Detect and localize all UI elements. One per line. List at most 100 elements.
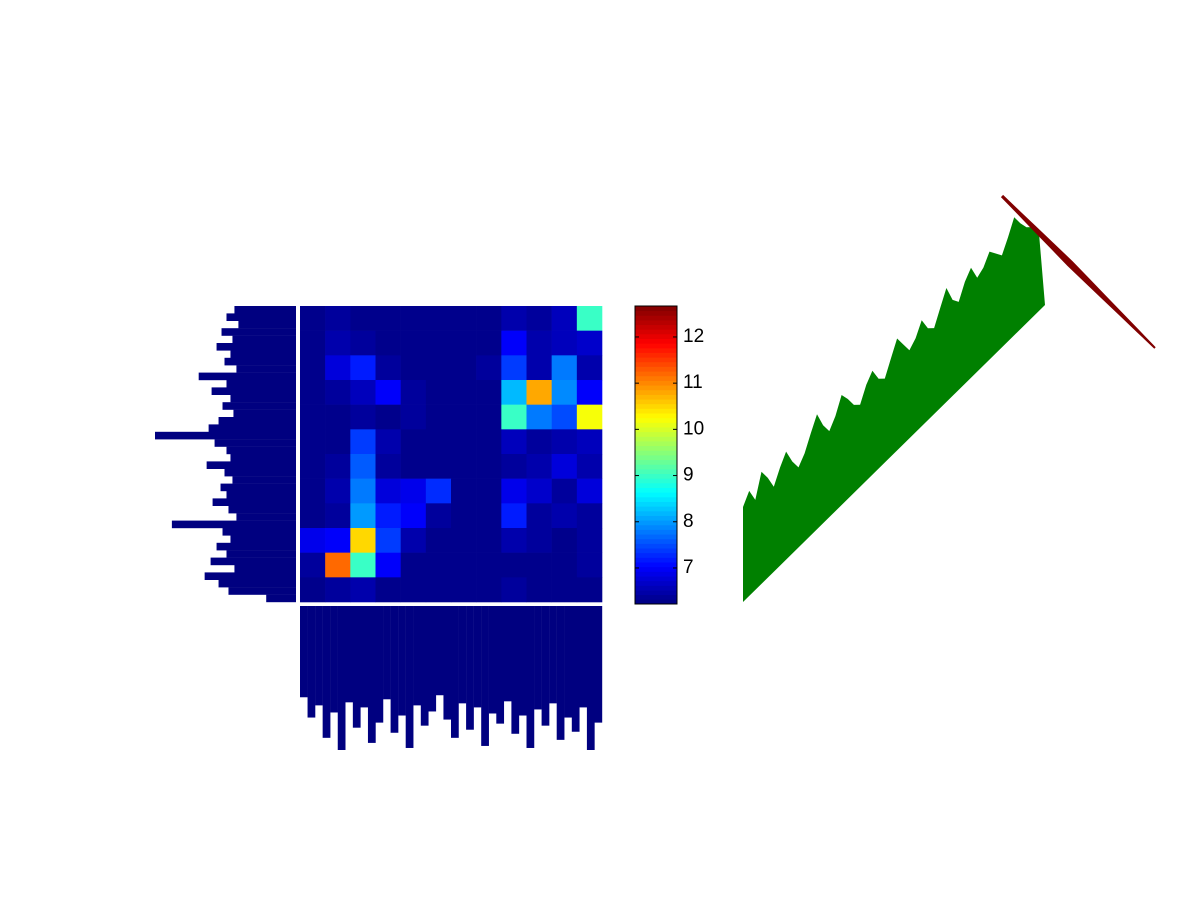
heatmap-cell [526, 478, 552, 504]
colorbar-swatch [635, 306, 677, 312]
colorbar-swatch [635, 534, 677, 540]
column-profile-bar [541, 606, 550, 726]
column-profile-bar [488, 606, 497, 714]
heatmap-cell [476, 429, 502, 455]
colorbar-swatch [635, 566, 677, 572]
heatmap-cell [325, 528, 351, 553]
heatmap-cell [400, 380, 427, 405]
heatmap-cell [375, 404, 401, 430]
colorbar-swatch [635, 515, 677, 521]
heatmap-cell [350, 503, 376, 529]
row-profile-bar [224, 468, 296, 477]
heatmap-cell [425, 429, 452, 455]
heatmap-cell [375, 478, 401, 504]
heatmap-cell [501, 355, 527, 381]
heatmap-cell [576, 478, 603, 504]
colorbar-swatch [635, 468, 677, 475]
column-profile-bar [405, 606, 414, 748]
colorbar-swatch [635, 366, 677, 372]
colorbar-tick-label: 7 [683, 557, 694, 578]
column-profile-bar [503, 606, 512, 702]
column-profile-bar [330, 606, 338, 713]
heatmap-cell [501, 404, 527, 430]
column-profile-bar [473, 606, 482, 708]
colorbar-swatch [635, 459, 677, 465]
row-profile-bar [198, 372, 296, 381]
row-profile-bar [220, 483, 296, 492]
column-profile-bar [586, 606, 595, 750]
colorbar-swatch [635, 436, 677, 442]
column-profile-bar [594, 606, 603, 723]
heatmap-cell [451, 454, 477, 479]
colorbar-swatch [635, 380, 677, 386]
row-profile-bar [230, 454, 296, 462]
colorbar-swatch [635, 482, 677, 488]
colorbar-swatch [635, 445, 677, 451]
heatmap-cell [425, 330, 452, 356]
colorbar-swatch [635, 520, 677, 526]
heatmap-cell [325, 404, 351, 430]
heatmap-cell [526, 330, 552, 356]
colorbar-swatch [635, 357, 677, 363]
heatmap-cell [425, 306, 452, 331]
colorbar-swatch [635, 557, 677, 563]
column-profile-bar [300, 606, 308, 698]
colorbar-swatch [635, 417, 677, 423]
colorbar-swatch [635, 464, 677, 470]
row-profile-bar [236, 513, 296, 521]
colorbar-swatch [635, 585, 677, 591]
heatmap-cell [451, 429, 477, 455]
heatmap-cell [375, 330, 401, 356]
heatmap-cell [375, 380, 401, 405]
heatmap-cell [400, 330, 427, 356]
heatmap-cell [375, 577, 401, 603]
row-profile-bar [212, 498, 296, 506]
heatmap-cell [350, 478, 376, 504]
heatmap-cell [300, 380, 326, 405]
colorbar-swatch [635, 310, 677, 316]
colorbar-tick-label: 12 [683, 326, 704, 347]
column-profile-bar [307, 606, 316, 718]
column-profile-bar [451, 606, 459, 738]
heatmap-cell [325, 429, 351, 455]
heatmap-cell [526, 528, 552, 553]
colorbar-swatch [635, 580, 677, 586]
colorbar-swatch [635, 455, 677, 461]
heatmap-cell [300, 306, 326, 331]
heatmap-cell [350, 330, 376, 356]
heatmap-cell [476, 552, 502, 578]
heatmap-cell [501, 528, 527, 553]
heatmap-cell [551, 404, 578, 430]
colorbar-swatch [635, 403, 677, 409]
heatmap-cell [526, 429, 552, 455]
colorbar-swatch [635, 450, 677, 456]
heatmap-cell [375, 528, 401, 553]
column-profile-bar [481, 606, 489, 746]
heatmap-cell [451, 330, 477, 356]
colorbar-swatch [635, 352, 677, 358]
row-profile-bar [228, 587, 296, 595]
colorbar-swatch [635, 599, 677, 605]
heatmap-cell [576, 577, 603, 603]
heatmap-cell [476, 528, 502, 553]
colorbar-swatch [635, 385, 677, 391]
heatmap-cell [325, 330, 351, 356]
heatmap-cell [400, 429, 427, 455]
colorbar-swatch [635, 478, 677, 484]
row-profile-bar [208, 424, 296, 432]
row-profile-bar [211, 387, 296, 395]
row-profile-bar [230, 350, 296, 358]
heatmap-cell [451, 306, 477, 331]
heatmap-cell [501, 552, 527, 578]
column-profile-bar [579, 606, 588, 708]
column-profile-bar [466, 606, 474, 730]
heatmap-cell [551, 577, 578, 603]
column-profile-bar [345, 606, 354, 703]
heatmap-cell [576, 429, 603, 455]
heatmap-cell [400, 355, 427, 381]
column-profile-bar [511, 606, 520, 734]
heatmap-cell [501, 503, 527, 529]
heatmap-cell [375, 503, 401, 529]
diagonal-line [1000, 194, 1156, 349]
heatmap-cell [325, 380, 351, 405]
